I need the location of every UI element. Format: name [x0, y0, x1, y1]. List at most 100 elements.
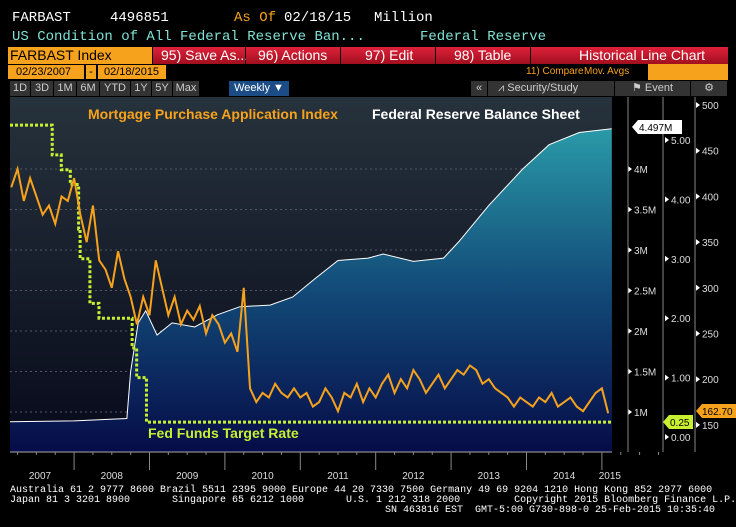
tick-marker: [665, 255, 669, 262]
m-axis-label: 1M: [634, 408, 648, 419]
mpa-axis-label: 200: [702, 375, 719, 386]
m-axis-label: 1.5M: [634, 368, 656, 379]
footer-copyright: Japan 81 3 3201 8900 Singapore 65 6212 1…: [10, 495, 736, 506]
frequency-dropdown[interactable]: Weekly ▼: [229, 81, 289, 96]
balance-sheet-legend: Federal Reserve Balance Sheet: [372, 106, 580, 122]
mpa-axis-label: 350: [702, 238, 719, 249]
actions-button[interactable]: 96) Actions: [246, 47, 340, 64]
study-icon: ⩘: [498, 82, 508, 94]
table-button[interactable]: 98) Table: [436, 47, 530, 64]
units: Million: [374, 10, 433, 26]
balance-sheet-last-value: 4.497M: [639, 123, 672, 134]
tick-marker: [696, 284, 700, 291]
tick-marker: [628, 206, 632, 213]
year-label: 2012: [402, 471, 425, 482]
mpa-axis-label: 250: [702, 330, 719, 341]
year-label: 2010: [251, 471, 274, 482]
flag-icon: ⚑: [631, 82, 645, 94]
period-button-1m[interactable]: 1M: [54, 81, 76, 96]
m-axis-label: 2M: [634, 327, 648, 338]
ff-axis-label: 0.00: [671, 433, 691, 444]
year-label: 2013: [478, 471, 501, 482]
ff-axis-label: 4.00: [671, 195, 691, 206]
mpa-line: [10, 165, 610, 414]
mov-avgs-button[interactable]: Mov. Avgs: [584, 66, 630, 77]
period-button-1y[interactable]: 1Y: [131, 81, 151, 96]
mpa-axis-label: 150: [702, 421, 719, 432]
as-of-date: 02/18/15: [284, 10, 352, 26]
period-button-max[interactable]: Max: [173, 81, 199, 96]
tick-marker: [696, 421, 700, 428]
balance-sheet-last-badge: [632, 120, 682, 134]
mpa-last-badge: [696, 404, 736, 418]
year-label: 2015: [599, 471, 622, 482]
period-button-6m[interactable]: 6M: [77, 81, 99, 96]
mpa-axis-label: 300: [702, 284, 719, 295]
m-axis-label: 3.5M: [634, 206, 656, 217]
ff-axis-label: 1.00: [671, 374, 691, 385]
security-study-button[interactable]: ⩘ Security/Study: [488, 81, 614, 96]
year-label: 2011: [327, 471, 349, 482]
save-as-button[interactable]: 95) Save As...: [153, 47, 248, 64]
last-value: 4496851: [110, 10, 169, 26]
ticker: FARBAST: [12, 10, 71, 26]
settings-icon[interactable]: ⚙: [691, 81, 727, 96]
description: US Condition of All Federal Reserve Ban.…: [12, 29, 365, 45]
start-date-input[interactable]: 02/23/2007: [8, 65, 84, 79]
tick-marker: [665, 196, 669, 203]
fed-funds-legend: Fed Funds Target Rate: [148, 425, 299, 441]
tick-marker: [628, 247, 632, 253]
period-button-5y[interactable]: 5Y: [152, 81, 172, 96]
as-of-label: As Of: [234, 10, 277, 26]
year-label: 2008: [101, 471, 124, 482]
footer-phones: Australia 61 2 9777 8600 Brazil 5511 239…: [10, 485, 713, 496]
m-axis-label: 3M: [634, 246, 648, 257]
ff-axis-label: 3.00: [671, 255, 691, 266]
tick-marker: [696, 239, 700, 246]
event-button[interactable]: ⚑ Event: [615, 81, 690, 96]
compare-slots[interactable]: [648, 64, 728, 80]
tick-marker: [665, 315, 669, 322]
mpa-last-value: 162.70: [702, 407, 733, 418]
m-axis-label: 2.5M: [634, 287, 656, 298]
mpa-axis-label: 500: [702, 101, 719, 112]
period-button-ytd[interactable]: YTD: [100, 81, 130, 96]
tick-marker: [628, 166, 632, 172]
date-separator: -: [86, 65, 96, 79]
security-field[interactable]: FARBAST Index: [8, 47, 152, 64]
tick-marker: [628, 409, 632, 415]
year-label: 2014: [553, 471, 576, 482]
m-axis-label: 4M: [634, 165, 648, 176]
footer-session: SN 463816 EST GMT-5:00 G730-898-0 25-Feb…: [385, 505, 716, 516]
chart-type-label: Historical Line Chart: [531, 47, 728, 64]
security-study-label: Security/Study: [507, 82, 579, 94]
mpa-axis-label: 450: [702, 147, 719, 158]
tick-marker: [665, 374, 669, 381]
tick-marker: [696, 376, 700, 383]
mpa-axis-label: 400: [702, 192, 719, 203]
collapse-button[interactable]: «: [471, 81, 487, 96]
compare-button[interactable]: 11) Compare: [526, 66, 584, 77]
tick-marker: [628, 368, 632, 375]
balance-sheet-area: [10, 128, 612, 453]
period-button-3d[interactable]: 3D: [31, 81, 53, 96]
tick-marker: [696, 102, 700, 108]
fed-funds-last-value: 0.25: [670, 418, 690, 429]
end-date-input[interactable]: 02/18/2015: [98, 65, 166, 79]
ff-axis-label: 2.00: [671, 314, 691, 325]
edit-button[interactable]: 97) Edit: [341, 47, 435, 64]
fed-funds-last-badge: [663, 415, 693, 429]
tick-marker: [696, 193, 700, 200]
year-label: 2009: [176, 471, 199, 482]
source: Federal Reserve: [420, 29, 547, 45]
mpa-legend: Mortgage Purchase Application Index: [88, 106, 338, 122]
period-button-1d[interactable]: 1D: [10, 81, 30, 96]
tick-marker: [696, 147, 700, 154]
ff-axis-label: 5.00: [671, 136, 691, 147]
year-label: 2007: [29, 471, 52, 482]
tick-marker: [628, 328, 632, 334]
event-label: Event: [644, 82, 674, 94]
tick-marker: [696, 330, 700, 337]
tick-marker: [628, 287, 632, 294]
